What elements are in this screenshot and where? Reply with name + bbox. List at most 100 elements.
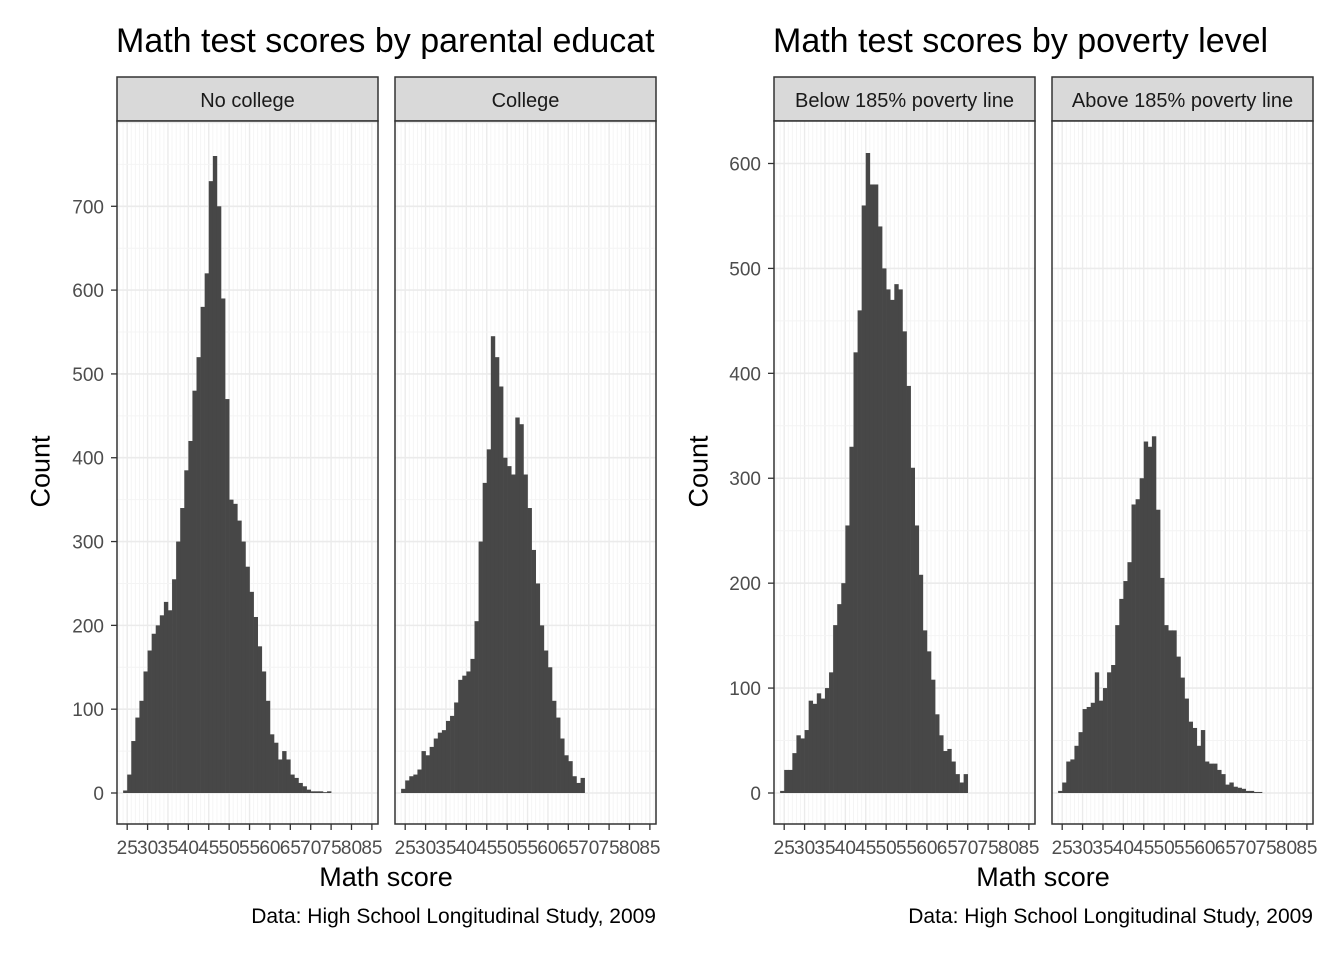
x-tick-label: 40	[1113, 838, 1134, 859]
x-tick-label: 35	[814, 838, 835, 859]
histogram-bar	[812, 703, 818, 793]
histogram-bar	[1172, 630, 1177, 793]
histogram-bar	[229, 499, 234, 793]
histogram-bar	[857, 310, 862, 793]
histogram-bar	[963, 774, 969, 793]
histogram-bar	[314, 791, 320, 793]
histogram-bar	[192, 390, 197, 793]
histogram-bar	[898, 289, 903, 793]
panel-border	[773, 120, 1036, 825]
histogram-bar	[1204, 761, 1210, 793]
histogram-bar	[1209, 763, 1214, 793]
y-tick-label: 100	[729, 679, 761, 700]
histogram-bar	[816, 693, 822, 793]
histogram-bar	[1090, 702, 1096, 793]
y-tick-label: 400	[729, 364, 761, 385]
histogram-bar	[143, 671, 148, 793]
histogram-bar	[853, 352, 858, 793]
facet-strip-label: Below 185% poverty line	[795, 90, 1014, 112]
facet-strip-label: College	[492, 90, 560, 112]
histogram-bar	[1151, 436, 1157, 793]
histogram-bar	[253, 616, 258, 793]
histogram-bar	[278, 759, 283, 793]
histogram-bar	[820, 698, 826, 793]
x-tick-label: 30	[137, 838, 158, 859]
histogram-bar	[310, 791, 316, 793]
histogram-bar	[1164, 625, 1169, 793]
x-tick-label: 50	[1154, 838, 1175, 859]
x-tick-label: 45	[198, 838, 219, 859]
histogram-bar	[188, 440, 193, 793]
histogram-bar	[922, 630, 928, 793]
left-x-axis-label: Math score	[319, 862, 453, 892]
x-tick-label: 50	[219, 838, 240, 859]
histogram-bar	[1058, 790, 1063, 793]
histogram-bar	[873, 184, 879, 793]
histogram-bar	[1253, 791, 1259, 793]
y-tick-label: 400	[72, 449, 104, 470]
histogram-bar	[196, 357, 201, 793]
y-tick-label: 700	[72, 197, 104, 218]
histogram-bar	[180, 508, 185, 793]
x-tick-label: 75	[1256, 838, 1277, 859]
histogram-bar	[800, 738, 805, 793]
x-tick-label: 45	[476, 838, 497, 859]
x-tick-label: 35	[1092, 838, 1113, 859]
histogram-bar	[1123, 581, 1128, 793]
histogram-bar	[269, 734, 275, 793]
x-tick-label: 85	[361, 838, 382, 859]
histogram-bar	[886, 289, 891, 793]
histogram-bar	[1249, 790, 1255, 793]
histogram-bar	[865, 153, 871, 793]
x-tick-label: 75	[978, 838, 999, 859]
histogram-bar	[454, 702, 459, 793]
histogram-bar	[147, 650, 152, 793]
histogram-bar	[470, 658, 475, 793]
right-caption: Data: High School Longitudinal Study, 20…	[908, 905, 1313, 928]
histogram-bar	[1107, 672, 1112, 793]
histogram-bar	[1188, 721, 1193, 793]
x-tick-label: 80	[1276, 838, 1297, 859]
histogram-bar	[1241, 788, 1247, 793]
x-tick-label: 60	[916, 838, 937, 859]
histogram-bar	[1139, 478, 1145, 793]
y-tick-label: 300	[72, 533, 104, 554]
histogram-bar	[861, 205, 867, 794]
histogram-bar	[890, 299, 895, 793]
x-tick-label: 30	[415, 838, 436, 859]
x-tick-label: 25	[774, 838, 795, 859]
histogram-bar	[498, 386, 504, 793]
histogram-bar	[327, 791, 332, 793]
right-x-axis-label: Math score	[976, 862, 1110, 892]
histogram-bar	[1098, 700, 1104, 793]
histogram-bar	[1184, 698, 1189, 793]
y-tick-label: 0	[750, 784, 761, 805]
x-tick-label: 65	[558, 838, 579, 859]
x-tick-label: 55	[239, 838, 260, 859]
x-tick-label: 85	[1018, 838, 1039, 859]
x-tick-label: 50	[876, 838, 897, 859]
y-tick-label: 300	[729, 469, 761, 490]
facet-panel-1-1: Above 185% poverty line 25 30 35 40 45 50 55 60 6…	[1051, 76, 1317, 859]
histogram-bar	[914, 525, 920, 793]
histogram-bar	[1176, 656, 1181, 793]
histogram-bar	[931, 679, 936, 793]
histogram-bar	[1237, 787, 1242, 793]
histogram-bar	[1213, 763, 1218, 793]
histogram-bar	[208, 181, 214, 794]
histogram-bar	[413, 774, 418, 793]
histogram-bar	[1127, 562, 1132, 793]
histogram-bar	[560, 738, 565, 793]
histogram-bar	[792, 753, 797, 793]
histogram-bar	[429, 746, 435, 793]
x-tick-label: 25	[117, 838, 138, 859]
x-tick-label: 35	[157, 838, 178, 859]
histogram-bar	[564, 755, 569, 793]
histogram-bar	[494, 357, 500, 793]
x-tick-label: 40	[456, 838, 477, 859]
histogram-bar	[829, 672, 834, 793]
histogram-bar	[294, 777, 299, 793]
x-tick-label: 45	[1133, 838, 1154, 859]
histogram-bar	[539, 625, 545, 793]
histogram-bar	[837, 604, 842, 793]
